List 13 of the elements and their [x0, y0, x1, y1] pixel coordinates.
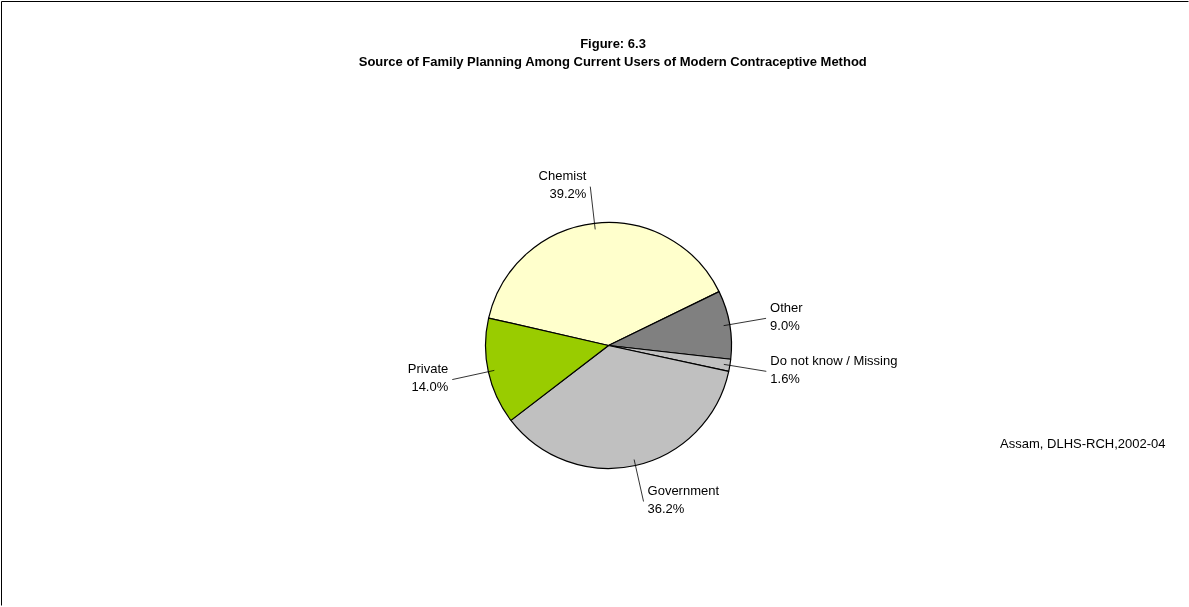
data-label: 36.2% — [647, 501, 685, 517]
slice-label: Private — [407, 361, 449, 377]
slice-label: Other — [770, 299, 804, 315]
slice-label: Do not know / Missing — [770, 352, 898, 368]
slice-label: Chemist — [538, 168, 587, 184]
data-label: 9.0% — [770, 317, 801, 333]
slice-label: Government — [647, 483, 720, 499]
data-label: 39.2% — [549, 186, 587, 202]
data-label: 14.0% — [411, 379, 449, 395]
data-label: 1.6% — [770, 370, 801, 386]
text: Assam, DLHS-RCH,2002-04 — [1000, 435, 1166, 451]
chart-title: Figure: 6.3 — [580, 35, 646, 51]
chart-subtitle: Source of Family Planning Among Current Users of Modern Contraceptive Method — [358, 53, 867, 69]
